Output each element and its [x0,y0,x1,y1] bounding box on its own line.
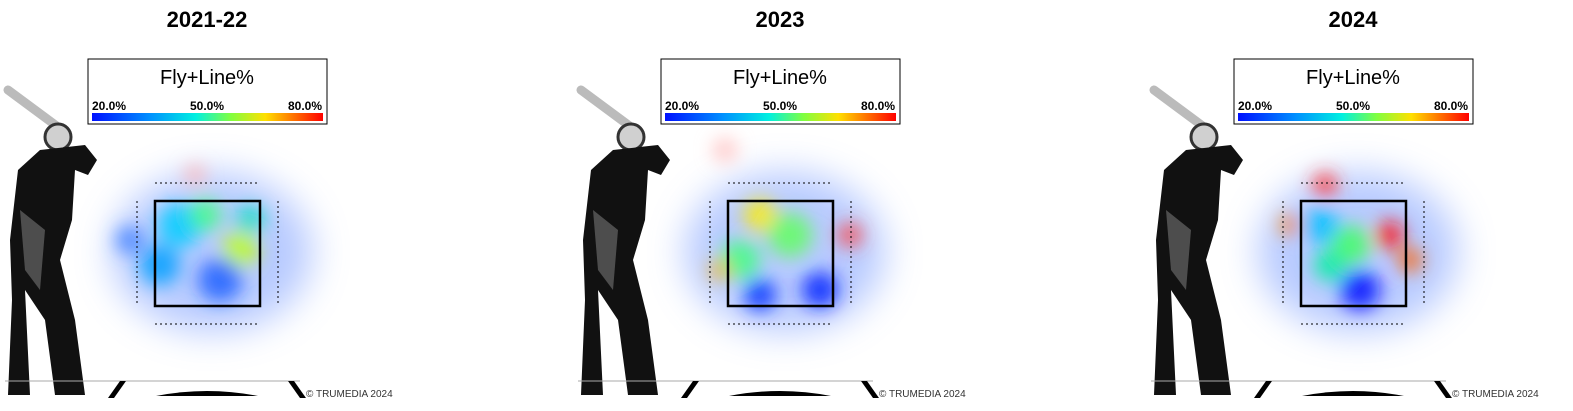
heat-blob [189,199,221,231]
color-bar [1238,113,1469,121]
batter-box [681,381,699,398]
heat-blob [140,245,180,285]
color-bar [92,113,323,121]
legend-tick: 50.0% [190,99,224,113]
heat-blobs [1280,173,1422,310]
batter-head [1189,122,1219,152]
batter-box [108,381,126,398]
legend-title: Fly+Line% [1306,67,1400,89]
heat-blob [222,232,258,268]
batter-box [861,381,879,398]
heat-blobs [116,165,264,302]
batter-shade [1166,210,1191,290]
batter-box [1434,381,1452,398]
batter-head [616,122,646,152]
heat-blob [744,279,776,311]
legend-tick: 50.0% [1336,99,1370,113]
strike-zone [1299,199,1408,308]
legend-tick: 80.0% [288,99,322,113]
heat-blob [744,199,776,231]
bat [576,85,640,135]
heat-blobs [710,138,862,311]
panel-title: 2024 [1329,7,1379,32]
legend-tick: 50.0% [763,99,797,113]
heat-blob [713,138,737,162]
legend-tick: 80.0% [861,99,895,113]
heat-blob [198,258,242,302]
batter-box [1254,381,1272,398]
batter-head [43,122,73,152]
panel-title: 2021-22 [167,7,248,32]
home-plate [729,391,831,396]
heat-blob [1314,249,1346,281]
legend-tick: 20.0% [92,99,126,113]
strike-zone [153,199,262,308]
batter-body [1154,145,1243,395]
heat-blob [768,213,812,257]
panel: 2023 © TRUMEDIA 2024 Fly+Line% 20.0% 50.0% 80… [576,7,966,400]
heat-blob [1340,270,1380,310]
legend-tick: 20.0% [665,99,699,113]
batter-shade [593,210,618,290]
heat-cloud [112,172,312,332]
legend-title: Fly+Line% [733,67,827,89]
heat-blob [802,272,838,308]
heat-blob [116,226,144,254]
legend-tick: 20.0% [1238,99,1272,113]
heat-blob [838,223,862,247]
legend-tick: 80.0% [1434,99,1468,113]
batter-box [288,381,306,398]
strike-zone [726,199,835,308]
heat-blob [185,165,205,185]
batter-body [581,145,670,395]
heat-blob [1398,248,1422,272]
heat-blob [1313,173,1337,197]
heat-blob [1376,221,1404,249]
panel: 2021-22 © TRUMEDIA 2024 Fly+Line% 20.0% 50.0… [3,7,393,400]
color-bar [665,113,896,121]
copyright: © TRUMEDIA 2024 [306,389,393,400]
heat-blob [1280,215,1300,235]
panel-title: 2023 [756,7,805,32]
heat-blob [1302,207,1338,243]
heat-blob [710,260,730,280]
copyright: © TRUMEDIA 2024 [879,389,966,400]
home-plate [156,391,258,396]
batter-shade [20,210,45,290]
bat [1149,85,1213,135]
batter-body [8,145,97,395]
bat [3,85,67,135]
panel: 2024 © TRUMEDIA 2024 Fly+Line% 20.0% 50.0% 80… [1149,7,1539,400]
heat-blob [236,206,264,234]
home-plate [1302,391,1404,396]
legend-title: Fly+Line% [160,67,254,89]
copyright: © TRUMEDIA 2024 [1452,389,1539,400]
